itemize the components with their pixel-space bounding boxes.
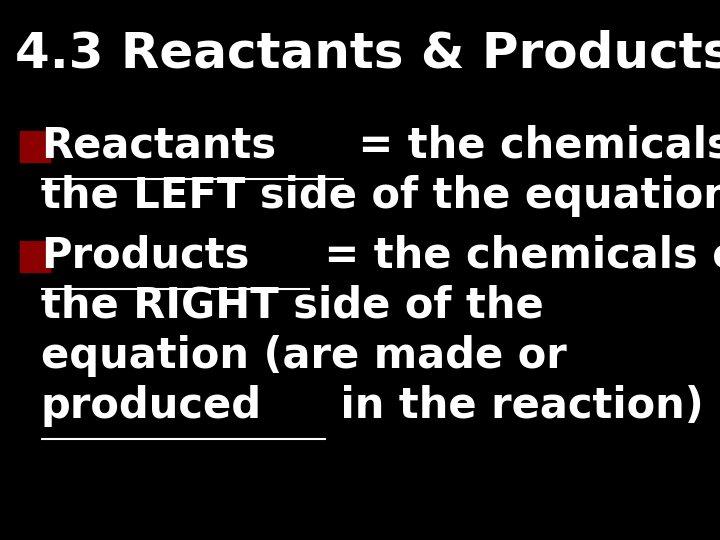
Text: Products: Products bbox=[41, 235, 249, 277]
Text: = the chemicals on: = the chemicals on bbox=[344, 125, 720, 167]
Text: ■: ■ bbox=[15, 125, 55, 167]
Text: in the reaction): in the reaction) bbox=[326, 385, 704, 427]
Text: 4.3 Reactants & Products: 4.3 Reactants & Products bbox=[15, 30, 720, 78]
Text: = the chemicals on: = the chemicals on bbox=[310, 235, 720, 277]
Text: equation (are made or: equation (are made or bbox=[41, 335, 567, 377]
Text: Reactants: Reactants bbox=[41, 125, 276, 167]
Text: the LEFT side of the equation: the LEFT side of the equation bbox=[41, 175, 720, 217]
Text: produced: produced bbox=[41, 385, 262, 427]
Text: the RIGHT side of the: the RIGHT side of the bbox=[41, 285, 544, 327]
Text: ■: ■ bbox=[15, 235, 55, 277]
